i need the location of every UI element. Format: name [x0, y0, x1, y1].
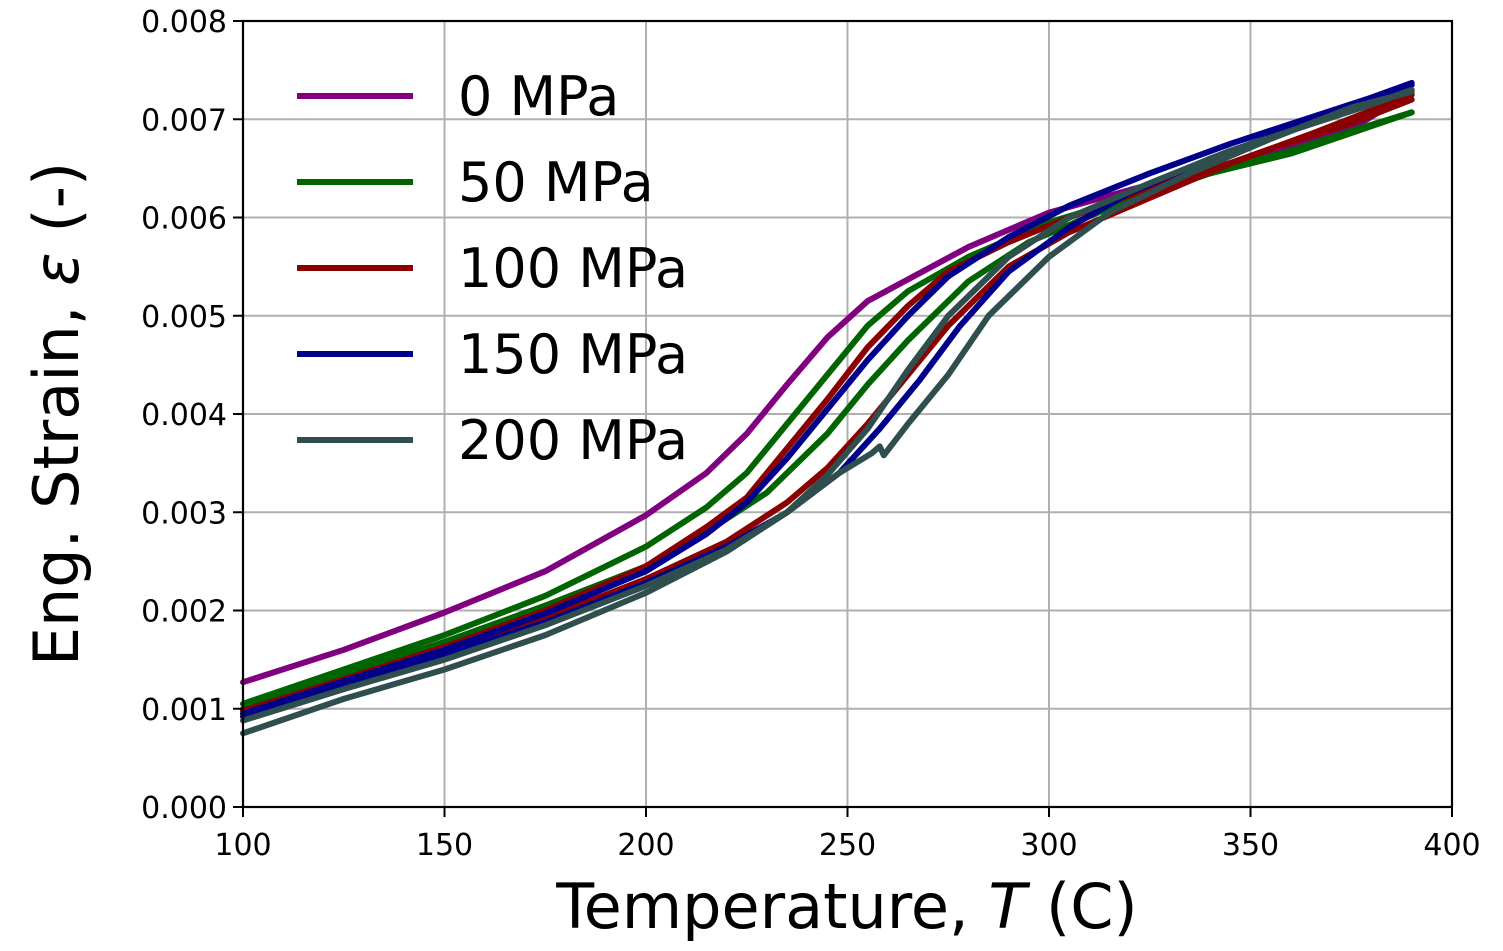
x-tick-label: 250 [819, 828, 876, 863]
legend-label: 0 MPa [458, 65, 619, 128]
x-tick-label: 100 [214, 828, 271, 863]
y-tick-label: 0.003 [141, 496, 227, 531]
series-line [240, 86, 1415, 724]
series-line [240, 88, 1415, 737]
y-tick-label: 0.000 [141, 791, 227, 826]
legend-label: 200 MPa [458, 409, 688, 472]
legend-label: 100 MPa [458, 237, 688, 300]
ticks: 100 150 200 250 300 350 400 0.000 0.001 0.002 0.00… [141, 5, 1481, 863]
series-line [240, 109, 1415, 712]
y-tick-label: 0.007 [141, 103, 227, 138]
series-line [240, 79, 1415, 717]
y-tick-label: 0.008 [141, 5, 227, 40]
y-tick-label: 0.005 [141, 300, 227, 335]
y-tick-label: 0.006 [141, 202, 227, 237]
y-tick-label: 0.001 [141, 693, 227, 728]
y-tick-label: 0.002 [141, 595, 227, 630]
x-axis-title: Temperature, T (C) [555, 870, 1137, 943]
x-tick-label: 400 [1423, 828, 1480, 863]
legend-label: 50 MPa [458, 151, 654, 214]
y-axis-title: Eng. Strain, ε (-) [20, 162, 93, 666]
series-layer [240, 79, 1415, 737]
legend-label: 150 MPa [458, 323, 688, 386]
legend: 0 MPa 50 MPa 100 MPa 150 MPa 200 MPa [297, 65, 688, 472]
x-tick-label: 350 [1222, 828, 1279, 863]
x-tick-label: 200 [617, 828, 674, 863]
x-tick-label: 300 [1020, 828, 1077, 863]
y-tick-label: 0.004 [141, 398, 227, 433]
x-tick-label: 150 [416, 828, 473, 863]
